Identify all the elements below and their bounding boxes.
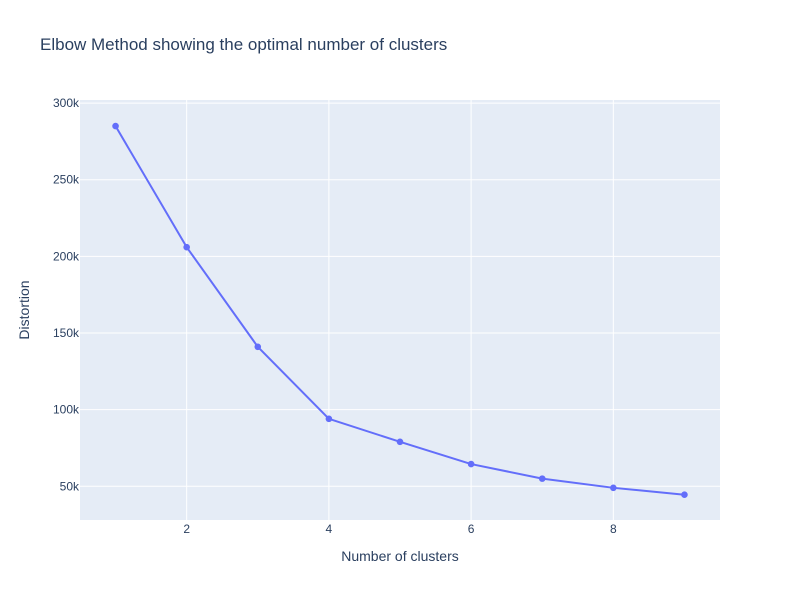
y-grid (80, 102, 720, 487)
y-tick-label: 300k (53, 96, 80, 110)
distortion-point (467, 460, 475, 468)
y-tick-label: 50k (60, 479, 80, 493)
x-tick-label: 2 (183, 522, 190, 536)
y-tick-label: 250k (53, 173, 80, 187)
y-axis-ticks: 50k 100k 150k 200k 250k 300k (53, 96, 80, 493)
distortion-point (183, 243, 190, 251)
x-grid (186, 100, 614, 520)
x-axis-ticks: 2 4 6 8 (183, 522, 617, 536)
distortion-point (112, 122, 119, 130)
y-tick-label: 200k (53, 249, 80, 263)
distortion-point (254, 343, 262, 351)
x-tick-label: 6 (468, 522, 475, 536)
distortion-point (681, 491, 688, 499)
y-tick-label: 150k (53, 326, 80, 340)
y-axis-title: Distortion (16, 280, 32, 339)
distortion-point (610, 484, 617, 492)
x-tick-label: 4 (326, 522, 333, 536)
series-layer (112, 122, 688, 499)
distortion-point (325, 415, 333, 423)
plot-area (80, 100, 720, 520)
x-tick-label: 8 (610, 522, 617, 536)
x-axis-title: Number of clusters (341, 548, 458, 564)
distortion-point (538, 475, 546, 482)
distortion-point (396, 438, 404, 446)
chart-title: Elbow Method showing the optimal number … (40, 35, 447, 54)
y-tick-label: 100k (53, 403, 80, 417)
